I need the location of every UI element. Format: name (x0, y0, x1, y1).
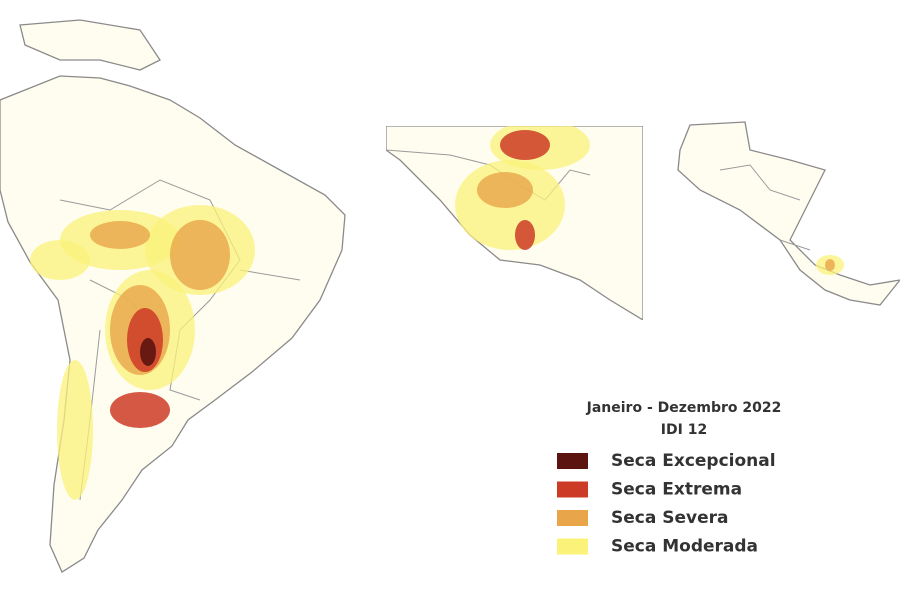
caribbean-outline (19, 19, 161, 71)
legend-title: Janeiro - Dezembro 2022 (586, 400, 782, 416)
legend-swatch (557, 510, 588, 526)
legend-swatch (557, 453, 588, 469)
legend-label: Seca Moderada (611, 537, 758, 557)
legend-swatch (557, 481, 588, 498)
central-america-map (677, 121, 900, 306)
legend: Janeiro - Dezembro 2022 IDI 12 Seca Exce… (557, 400, 781, 557)
legend-items: Seca Excepcional Seca Extrema Seca Severa S… (557, 451, 776, 557)
legend-label: Seca Extrema (611, 480, 742, 500)
legend-subtitle: IDI 12 (661, 422, 707, 438)
legend-label: Seca Excepcional (611, 451, 776, 471)
mexico-map (386, 126, 643, 320)
south-america-map (0, 19, 346, 573)
legend-label: Seca Severa (611, 508, 728, 528)
legend-swatch (557, 538, 588, 555)
